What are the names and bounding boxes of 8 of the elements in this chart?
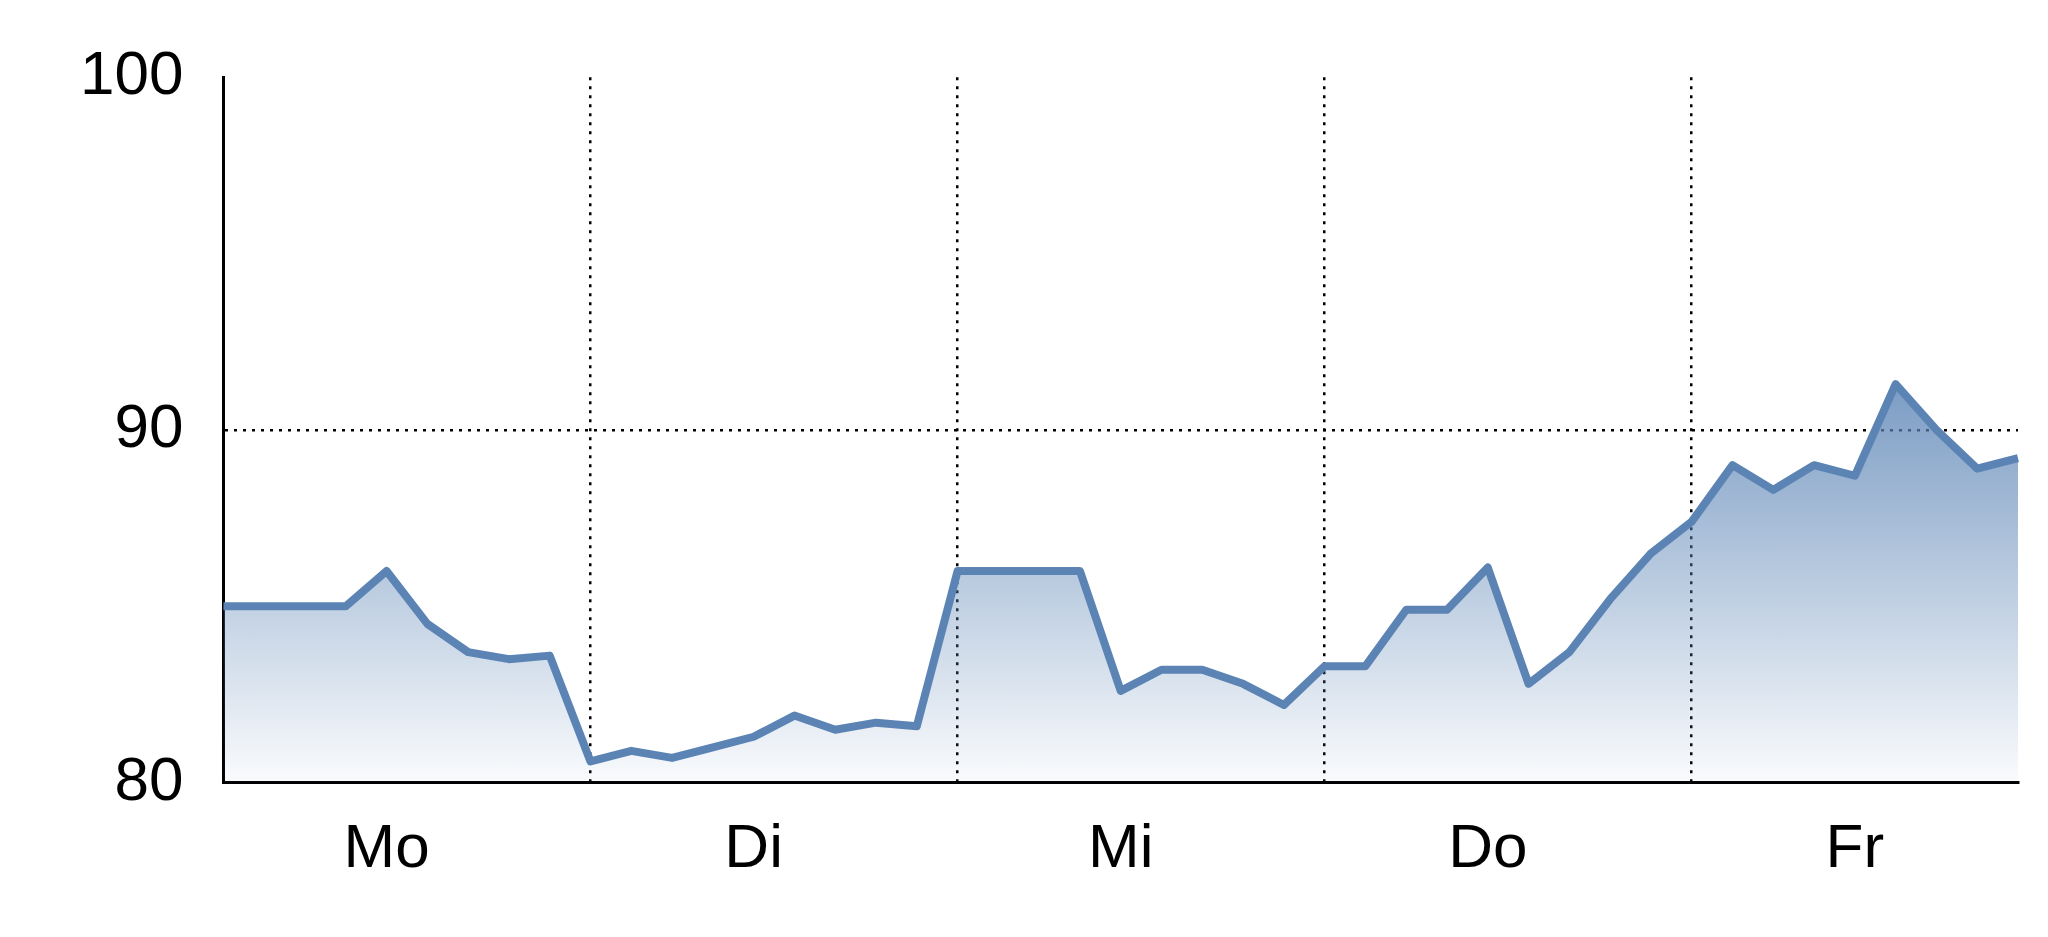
- y-tick-label: 100: [79, 38, 184, 108]
- y-tick-label: 90: [114, 390, 184, 460]
- y-tick-label: 80: [114, 743, 184, 813]
- x-tick-label: Do: [1448, 810, 1528, 880]
- x-tick-label: Mi: [1088, 810, 1154, 880]
- x-tick-label: Mo: [343, 810, 430, 880]
- x-tick-label: Fr: [1825, 810, 1885, 880]
- x-tick-label: Di: [724, 810, 783, 880]
